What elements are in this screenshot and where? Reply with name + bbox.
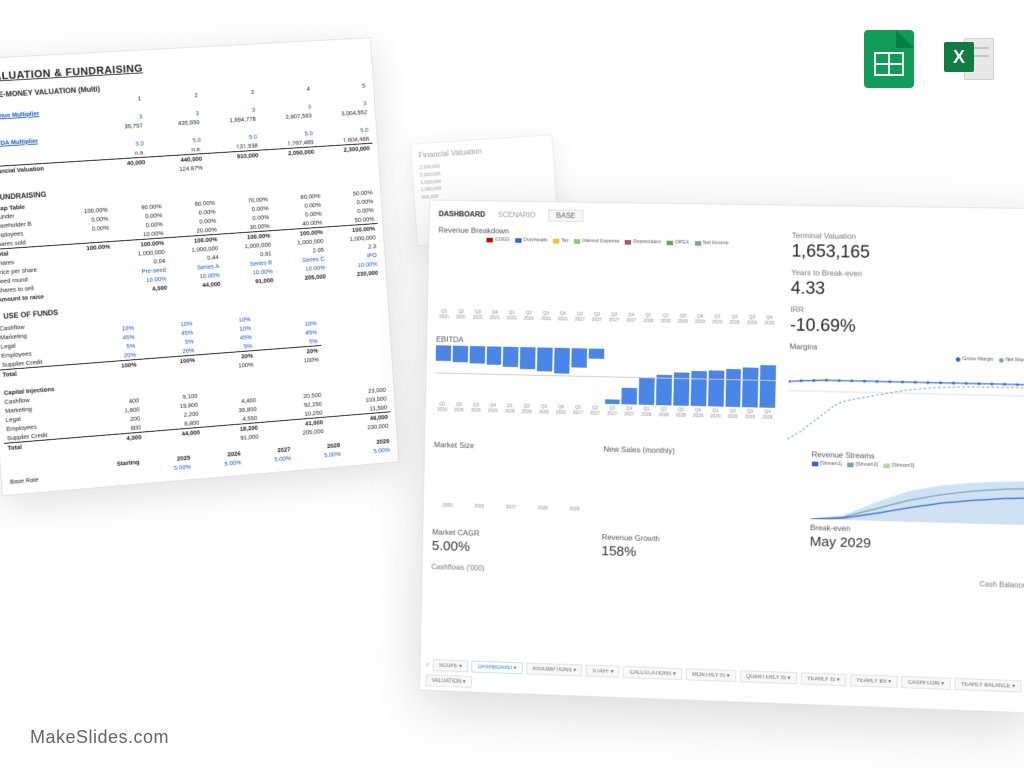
tab-yearly-is[interactable]: YEARLY IS ▾ bbox=[800, 672, 846, 686]
google-sheets-icon bbox=[864, 30, 914, 88]
excel-icon: X bbox=[944, 30, 994, 88]
revenue-streams-chart: Revenue Streams [Stream1][Stream2][Strea… bbox=[810, 450, 1024, 557]
fv-card-ticks: 2,500,0002,000,0001,500,0001,000,000500,… bbox=[419, 156, 549, 202]
tab-yearly-balance[interactable]: YEARLY BALANCE ▾ bbox=[954, 678, 1022, 693]
tab-calculations[interactable]: CALCULATIONS ▾ bbox=[623, 666, 682, 680]
tab-quarterly-is[interactable]: QUARTERLY IS ▾ bbox=[740, 670, 797, 684]
app-icons: X bbox=[864, 30, 994, 88]
tab-cashflow[interactable]: CASHFLOW ▾ bbox=[901, 676, 951, 690]
tab-staff[interactable]: STAFF ▾ bbox=[586, 665, 620, 678]
tab-yearly-bs[interactable]: YEARLY BS ▾ bbox=[850, 674, 898, 688]
kpi-terminal-valuation: Terminal Valuation1,653,165 bbox=[791, 231, 1024, 267]
sheet-tabs[interactable]: ≡SCOPE ▾DASHBOARD ▾ASSUMPTIONS ▾STAFF ▾C… bbox=[425, 659, 1024, 709]
margins-chart: Margins Gross MarginNet Margin bbox=[788, 342, 1024, 448]
tab-valuation[interactable]: VALUATION ▾ bbox=[425, 674, 472, 688]
valuation-sheet: VALUATION & FUNDRAISINGPRE-MONEY VALUATI… bbox=[0, 37, 410, 652]
brand-logo: MakeSlides.com bbox=[30, 727, 169, 748]
cash-balance-label: Cash Balance bbox=[979, 580, 1024, 590]
new-sales-chart: New Sales (monthly) Revenue Growth158% bbox=[601, 444, 799, 565]
kpi-years-to-break-even: Years to Break-even4.33 bbox=[791, 268, 1024, 304]
scenario-select[interactable]: BASE bbox=[548, 209, 584, 221]
tab-monthly-is[interactable]: MONTHLY IS ▾ bbox=[686, 668, 736, 682]
kpi-irr: IRR-10.69% bbox=[790, 305, 1024, 341]
market-size-chart: Market Size 20252026202720282029Market C… bbox=[432, 440, 591, 559]
tab-dashboard[interactable]: DASHBOARD ▾ bbox=[472, 661, 523, 675]
dashboard-panel: DASHBOARD SCENARIO BASE Revenue Breakdow… bbox=[419, 200, 1024, 714]
tab-scope[interactable]: SCOPE ▾ bbox=[432, 659, 468, 672]
tab-assumptions[interactable]: ASSUMPTIONS ▾ bbox=[526, 663, 583, 677]
revenue-breakdown-chart: Revenue Breakdown COGSOverheadsTaxIntere… bbox=[436, 225, 779, 336]
cashflows-label: Cashflows ('000) bbox=[431, 563, 484, 573]
ebitda-chart: EBITDA bbox=[434, 334, 777, 441]
